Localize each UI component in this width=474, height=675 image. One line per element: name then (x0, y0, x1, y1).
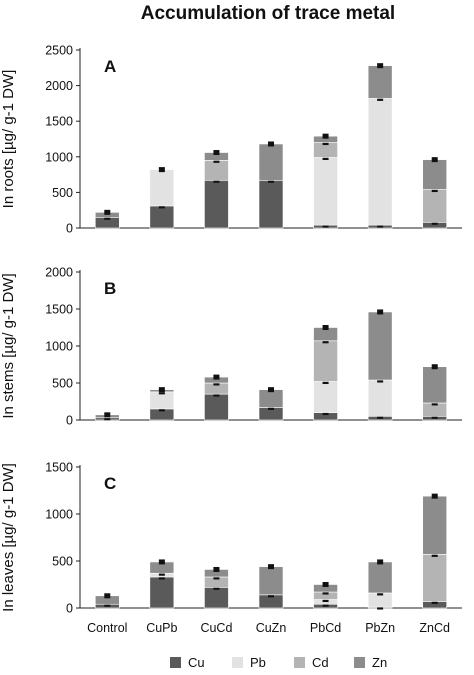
error-bar-cap (213, 150, 220, 156)
error-bar-cap (377, 309, 384, 315)
bar-segment-zn (258, 389, 284, 408)
y-axis-label: In stems [µg/ g-1 DW] (0, 273, 17, 418)
y-tick-label: 1000 (45, 508, 73, 522)
category-label-cucd: CuCd (200, 621, 232, 635)
bar-segment-cu (258, 179, 284, 229)
bar-segment-cu (149, 205, 175, 229)
legend-swatch-pb (232, 657, 243, 668)
category-label-control: Control (87, 621, 127, 635)
legend-swatch-cd (294, 657, 305, 668)
error-bar-cap (431, 493, 438, 499)
category-axis: Control CuPb CuCd CuZn PbCd PbZn ZnCd (87, 621, 450, 635)
error-bar-cap (377, 63, 384, 69)
bar-segment-cu (204, 587, 229, 609)
error-bar-cap (158, 167, 165, 173)
error-bar-cap (213, 374, 220, 380)
chart-title: Accumulation of trace metal (141, 3, 395, 24)
y-tick-label: 0 (66, 602, 73, 616)
bar-segment-cd (204, 160, 229, 181)
bar-segment-zn (422, 495, 448, 555)
error-bar-cap (104, 593, 111, 599)
y-tick-label: 1500 (45, 303, 73, 317)
category-label-cuzn: CuZn (256, 621, 287, 635)
error-bar-cap (322, 582, 329, 587)
legend: Cu Pb Cd Zn (170, 655, 387, 670)
error-bar-cap (377, 559, 384, 565)
error-bar-cap (158, 387, 165, 393)
error-bar-cap (322, 133, 329, 139)
legend-swatch-cu (170, 657, 181, 668)
bar-segment-zn (367, 311, 393, 381)
bar-segment-cu (204, 393, 229, 421)
bar-segment-cu (149, 576, 175, 609)
category-label-pbzn: PbZn (365, 621, 395, 635)
bar-segment-cd (422, 554, 448, 602)
panel-b: 0 500 1000 1500 2000 B In stems [µg/ g-1 DW] (0, 266, 462, 428)
y-tick-label: 500 (52, 377, 73, 391)
error-bar-cap (322, 325, 329, 330)
y-tick-label: 1000 (45, 150, 73, 164)
bar-segment-pb (149, 169, 175, 207)
panel-c: 0 500 1000 1500 C In leaves [µg/ g-1 DW] (0, 461, 462, 616)
category-label-zncd: ZnCd (419, 621, 450, 635)
y-tick-label: 2000 (45, 79, 73, 93)
bar-segment-pb (149, 391, 175, 410)
y-tick-label: 0 (66, 414, 73, 428)
y-axis-label: In leaves [µg/ g-1 DW] (0, 463, 17, 612)
bar-segment-pb (367, 379, 393, 417)
error-bar-cap (213, 566, 220, 572)
bar-segment-zn (422, 159, 448, 190)
panel-label: A (104, 57, 116, 76)
category-label-cupb: CuPb (146, 621, 177, 635)
error-bar-cap (268, 564, 274, 570)
y-axis-label: In roots [µg/ g-1 DW] (0, 70, 17, 209)
legend-label-zn: Zn (372, 655, 387, 670)
error-bar-cap (431, 364, 438, 370)
bar-segment-pb (367, 98, 393, 226)
y-tick-label: 2500 (45, 44, 73, 58)
bar-segment-pb (313, 381, 338, 413)
legend-label-cu: Cu (188, 655, 205, 670)
bar-segment-cd (422, 189, 448, 223)
bar-segment-zn (422, 366, 448, 404)
error-bar-cap (158, 559, 165, 565)
legend-label-pb: Pb (250, 655, 266, 670)
legend-swatch-zn (354, 657, 365, 668)
category-label-pbcd: PbCd (310, 621, 341, 635)
bar-segment-cu (204, 179, 229, 229)
y-tick-label: 500 (52, 186, 73, 200)
panel-label: B (104, 279, 116, 298)
error-bar-cap (268, 387, 274, 393)
error-bar-cap (268, 141, 274, 147)
y-tick-label: 500 (52, 555, 73, 569)
error-bar-cap (104, 209, 111, 215)
chart-panels: 0 500 1000 1500 2000 2500 A In roots [µg/ g-1 D… (0, 44, 462, 616)
bar-segment-zn (367, 65, 393, 99)
panel-label: C (104, 474, 116, 493)
bar-segment-zn (367, 561, 393, 594)
error-bar-cap (431, 157, 438, 163)
y-tick-label: 1500 (45, 461, 73, 475)
bar-segment-cd (313, 340, 338, 382)
y-tick-label: 2000 (45, 266, 73, 280)
y-tick-label: 1000 (45, 340, 73, 354)
y-tick-label: 1500 (45, 115, 73, 129)
panel-a: 0 500 1000 1500 2000 2500 A In roots [µg/ g-1 D… (0, 44, 462, 236)
bar-segment-pb (313, 157, 338, 226)
y-tick-label: 0 (66, 222, 73, 236)
bar-segment-zn (258, 566, 284, 596)
bar-segment-zn (258, 143, 284, 181)
error-bar-cap (104, 412, 111, 418)
legend-label-cd: Cd (312, 655, 329, 670)
